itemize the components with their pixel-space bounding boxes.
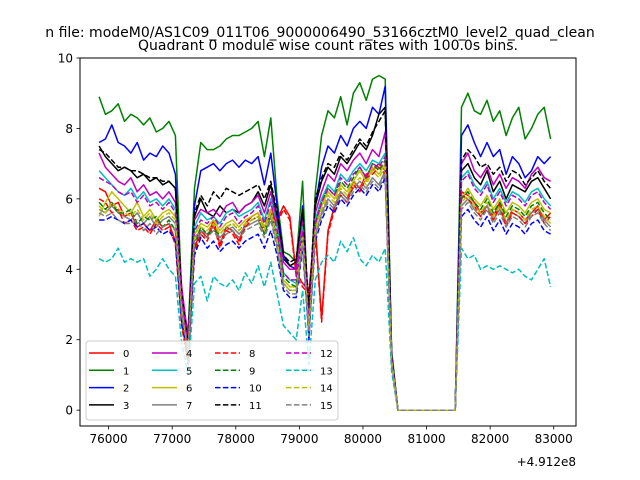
legend-label-3: 3 xyxy=(123,401,129,412)
x-offset-label: +4.912e8 xyxy=(517,455,576,469)
series-line-12 xyxy=(98,155,552,411)
chart-suptitle: n file: modeM0/AS1C09_011T06_9000006490_… xyxy=(45,25,594,41)
series-line-14 xyxy=(98,166,552,411)
legend-label-14: 14 xyxy=(320,384,333,395)
y-tick-label: 6 xyxy=(65,192,73,206)
legend-label-15: 15 xyxy=(320,401,333,412)
y-tick-label: 10 xyxy=(58,52,73,66)
series-line-11 xyxy=(98,110,552,411)
legend-label-7: 7 xyxy=(186,401,192,412)
legend-label-8: 8 xyxy=(249,349,255,360)
x-tick-label: 81000 xyxy=(407,432,445,446)
legend-label-9: 9 xyxy=(249,366,255,377)
legend-label-2: 2 xyxy=(123,384,129,395)
legend-label-4: 4 xyxy=(186,349,192,360)
y-tick-label: 8 xyxy=(65,122,73,136)
series-line-9 xyxy=(98,159,552,411)
y-tick-label: 0 xyxy=(65,404,73,418)
x-tick-label: 83000 xyxy=(535,432,573,446)
x-tick-label: 82000 xyxy=(471,432,509,446)
series-line-7 xyxy=(98,169,552,411)
plot-area xyxy=(98,74,552,411)
legend-label-10: 10 xyxy=(249,384,262,395)
chart-title: Quadrant 0 module wise count rates with … xyxy=(138,38,518,54)
axes-frame xyxy=(79,57,577,427)
axis-ticks: 76000 77000 78000 79000 80000 81000 82000 83000… xyxy=(58,52,573,447)
x-tick-label: 80000 xyxy=(344,432,382,446)
y-tick-label: 2 xyxy=(65,333,73,347)
x-tick-label: 77000 xyxy=(153,432,191,446)
x-tick-label: 79000 xyxy=(280,432,318,446)
series-line-4 xyxy=(98,131,551,411)
series-line-6 xyxy=(98,162,551,411)
x-tick-label: 76000 xyxy=(90,432,128,446)
legend-label-1: 1 xyxy=(123,366,129,377)
legend-label-5: 5 xyxy=(186,366,192,377)
series-line-15 xyxy=(98,173,552,411)
series-line-8 xyxy=(98,166,552,411)
series-line-10 xyxy=(99,176,551,411)
legend-label-11: 11 xyxy=(249,401,262,412)
legend-label-12: 12 xyxy=(320,349,333,360)
series-line-2 xyxy=(98,85,552,411)
x-tick-label: 78000 xyxy=(217,432,255,446)
legend-box xyxy=(85,340,339,421)
legend-label-0: 0 xyxy=(123,349,129,360)
series-line-1 xyxy=(98,74,552,411)
series-line-5 xyxy=(98,152,552,411)
series-line-13 xyxy=(98,236,552,411)
legend-label-6: 6 xyxy=(186,384,192,395)
legend-label-13: 13 xyxy=(320,366,333,377)
y-tick-label: 4 xyxy=(65,263,73,277)
